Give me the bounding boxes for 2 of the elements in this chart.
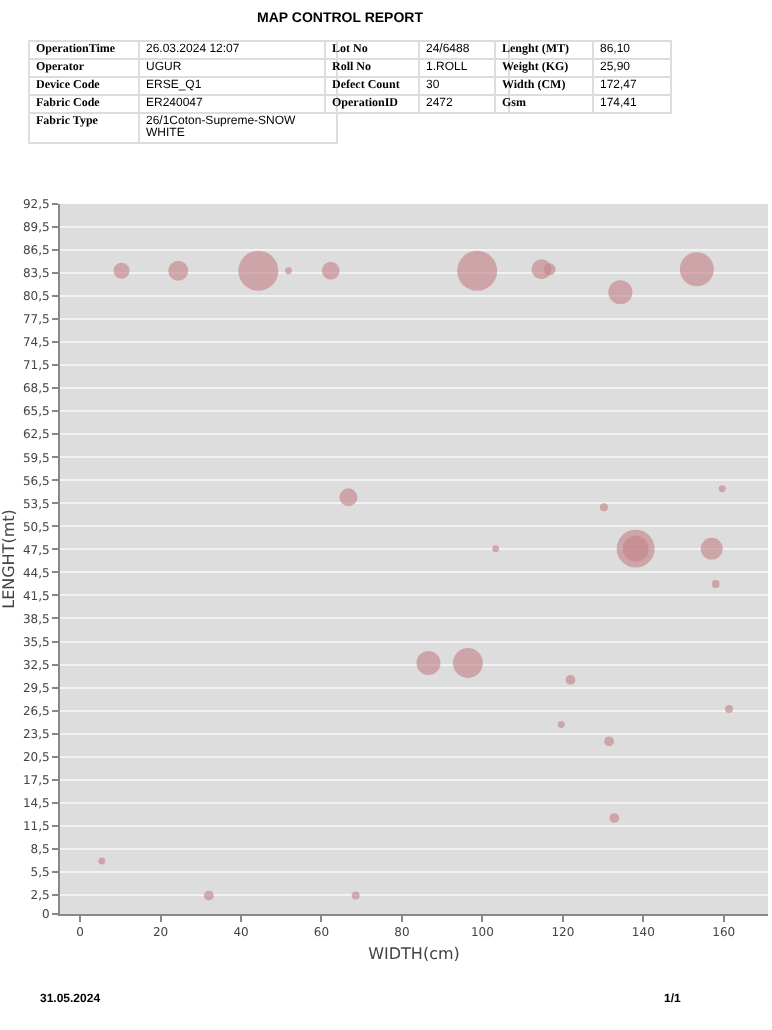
x-axis-title: WIDTH(cm) xyxy=(368,944,460,963)
y-axis-title: LENGHT(mt) xyxy=(0,509,19,609)
